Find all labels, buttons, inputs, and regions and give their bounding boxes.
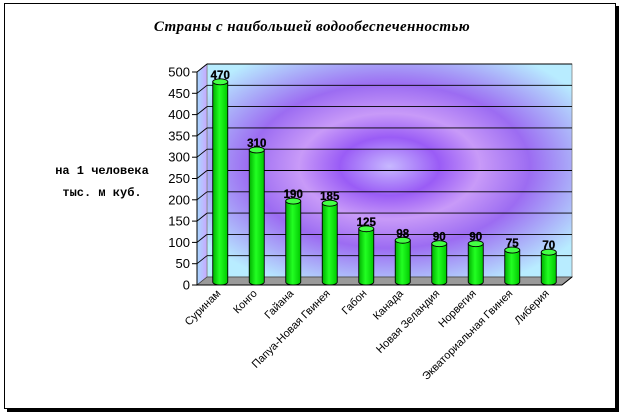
gridline-side xyxy=(196,255,208,265)
bar-top xyxy=(321,199,338,207)
data-label: 98 xyxy=(396,228,409,240)
bar xyxy=(285,197,302,286)
x-tick-label: Новая Зеландия xyxy=(374,288,442,356)
bar-top xyxy=(467,240,484,248)
bar-body xyxy=(212,81,229,286)
bar-top xyxy=(285,197,302,205)
bar-top xyxy=(212,78,229,86)
y-tick-label: 150 xyxy=(168,214,190,229)
x-tick-label: Гайана xyxy=(262,287,297,322)
y-tick-label: 500 xyxy=(168,65,190,80)
bar xyxy=(212,78,229,286)
y-tick-label: 350 xyxy=(168,128,190,143)
x-tick-label: Суринам xyxy=(183,288,224,329)
y-tick-label: 0 xyxy=(183,278,190,293)
gridline-side xyxy=(196,106,208,115)
chart-title: Страны с наибольшей водообеспеченностью xyxy=(153,19,471,35)
gridline-side xyxy=(196,212,208,222)
y-tick-label: 250 xyxy=(168,171,190,186)
gridline-side xyxy=(196,63,208,73)
bar-top xyxy=(540,248,557,256)
y-axis-label-line-2: тыс. м куб. xyxy=(62,186,142,200)
bar-top xyxy=(431,240,448,248)
data-label: 90 xyxy=(433,232,446,244)
x-tick-label: Габон xyxy=(340,288,370,318)
gridline-side xyxy=(196,234,208,243)
data-label: 190 xyxy=(284,189,303,201)
x-tick-label: Либерия xyxy=(512,288,552,328)
y-tick-label: 400 xyxy=(168,107,190,122)
bar xyxy=(431,240,448,286)
bar-body xyxy=(285,200,302,286)
bar xyxy=(467,240,484,286)
bar-top xyxy=(358,225,375,233)
bar-body xyxy=(358,228,375,286)
data-label: 90 xyxy=(469,232,482,244)
bar-top xyxy=(394,236,411,244)
bar-body xyxy=(540,251,557,286)
data-label: 310 xyxy=(247,138,266,150)
data-label: 125 xyxy=(357,217,377,229)
y-axis-label-line-1: на 1 человека xyxy=(55,164,149,178)
y-tick-label: 100 xyxy=(168,235,190,250)
bar-body xyxy=(394,239,411,286)
gridline-side xyxy=(196,191,208,201)
x-axis-edge xyxy=(561,276,573,286)
x-tick-label: Конго xyxy=(231,288,260,317)
bar-body xyxy=(248,149,265,286)
gridline-side xyxy=(196,127,208,137)
bar xyxy=(358,225,375,286)
data-label: 185 xyxy=(320,191,340,203)
data-label: 470 xyxy=(211,70,230,82)
data-label: 70 xyxy=(542,240,555,252)
bar xyxy=(248,146,265,286)
bar-top xyxy=(504,246,521,254)
bar xyxy=(321,199,338,286)
bar-body xyxy=(431,243,448,286)
x-tick-label: Канада xyxy=(371,287,406,322)
y-tick-label: 50 xyxy=(176,256,190,271)
bar-body xyxy=(504,249,521,286)
gridline-side xyxy=(196,84,208,94)
bar xyxy=(394,236,411,286)
y-axis-label: на 1 человека тыс. м куб. xyxy=(46,160,158,204)
gridline-side xyxy=(196,170,208,179)
gridline-side xyxy=(196,148,208,158)
y-tick-label: 200 xyxy=(168,192,190,207)
data-label: 75 xyxy=(506,238,519,250)
y-tick-label: 450 xyxy=(168,86,190,101)
bar-body xyxy=(321,202,338,286)
y-tick-label: 300 xyxy=(168,150,190,165)
bar xyxy=(504,246,521,286)
bar xyxy=(540,248,557,286)
bar-body xyxy=(467,243,484,286)
bar-top xyxy=(248,146,265,154)
